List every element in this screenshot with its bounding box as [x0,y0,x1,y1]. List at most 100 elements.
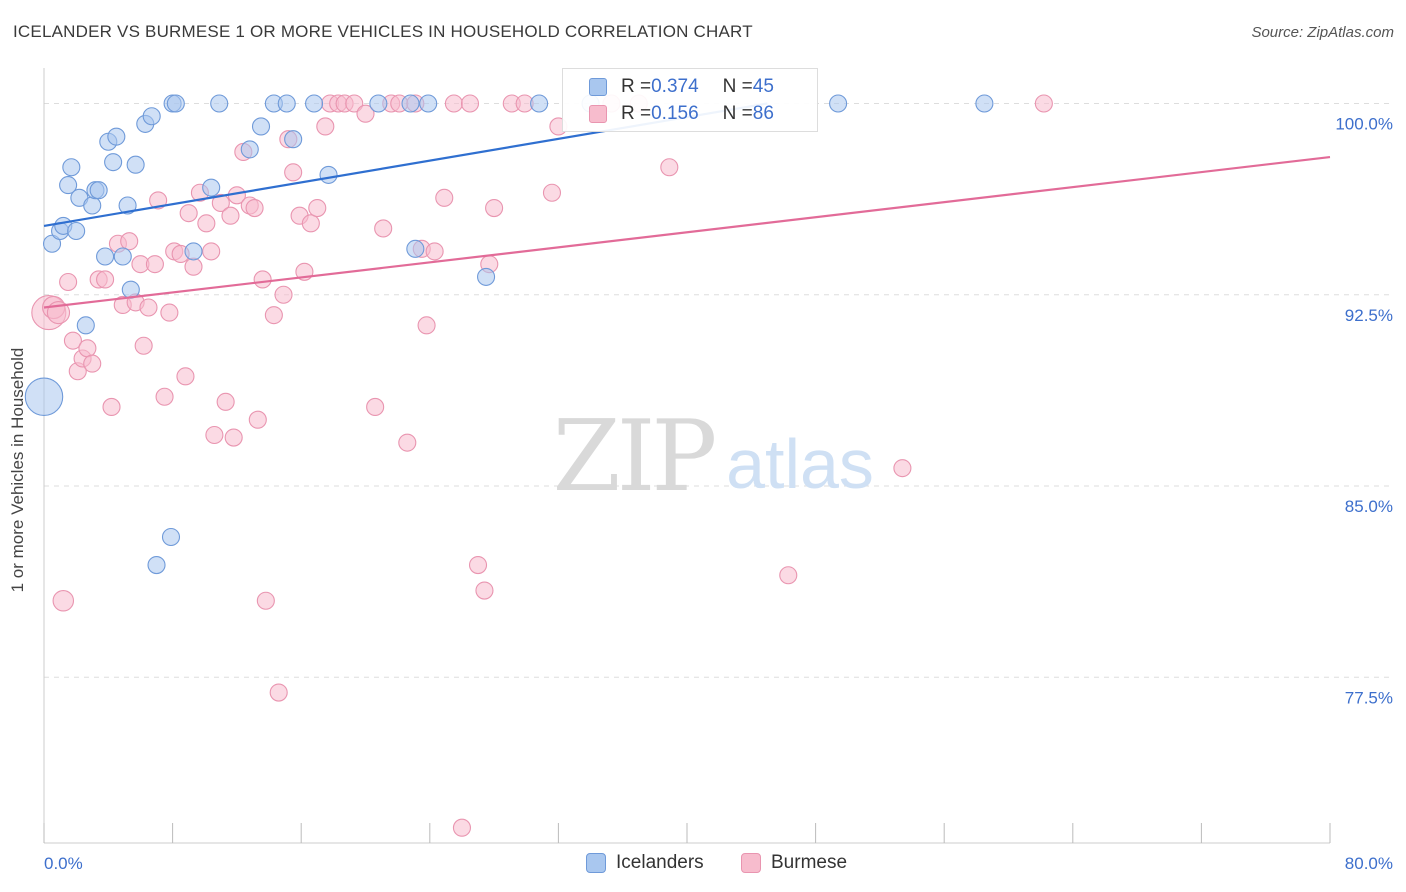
burmese-point [269,683,288,702]
burmese-point [96,270,115,289]
legend-swatch-icelanders [589,78,607,96]
icelander-point [419,94,438,113]
icelander-point [166,94,185,113]
burmese-point [78,339,97,358]
icelander-point [251,117,271,136]
burmese-point [176,367,195,386]
legend-n-value-icelanders: 45 [752,76,774,97]
icelander-point [530,94,549,113]
correlation-legend: R = 0.374 N = 45 R = 0.156 N = 86 [562,68,818,132]
y-tick-label: 85.0% [1345,497,1393,516]
burmese-point [83,354,102,373]
burmese-point [149,191,168,210]
icelander-point [477,267,496,286]
burmese-point [274,285,293,304]
icelander-point [829,94,848,113]
icelander-point [42,234,62,253]
burmese-point [63,331,82,350]
burmese-point [542,183,562,202]
icelander-point [89,181,108,200]
bottom-swatch-icelanders [586,853,606,873]
burmese-point [356,104,375,123]
watermark-atlas: atlas [726,425,874,503]
icelander-point [83,196,102,215]
burmese-point [224,428,243,447]
bottom-legend-label-burmese: Burmese [771,852,848,873]
icelander-point [67,221,86,241]
burmese-points [31,94,1053,837]
icelander-point [118,196,137,215]
y-tick-label: 77.5% [1345,688,1393,707]
legend-n-value-burmese: 86 [752,103,774,124]
burmese-point [345,94,364,113]
grid-lines [44,103,1393,678]
burmese-point [435,188,454,207]
burmese-point [211,193,230,212]
icelander-point [240,140,259,159]
axes [43,68,1331,844]
burmese-point [264,306,283,325]
burmese-point [452,818,472,837]
legend-r-value-icelanders: 0.374 [651,76,699,97]
icelander-point [319,165,338,184]
icelander-point [24,377,64,416]
burmese-point [139,298,158,317]
legend-n-label: N = [722,76,753,97]
icelander-point [76,316,95,335]
legend-row-icelanders: R = 0.374 N = 45 [589,75,774,99]
legend-r-value-burmese: 0.156 [651,103,699,124]
chart-title: ICELANDER VS BURMESE 1 OR MORE VEHICLES … [13,22,753,41]
burmese-point [316,117,335,136]
bottom-legend-icelanders: Icelanders [586,852,704,874]
burmese-point [779,566,798,585]
x-tick-label-min: 0.0% [44,854,83,873]
icelander-point [975,94,994,113]
y-axis-label: 1 or more Vehicles in Household [8,347,27,593]
icelander-point [406,239,425,258]
burmese-point [216,392,235,411]
burmese-point [120,232,139,251]
icelander-point [59,176,78,195]
burmese-point [284,163,303,182]
icelander-point [147,555,166,575]
trendlines [43,102,1331,309]
burmese-point [475,581,494,600]
burmese-point [468,555,488,575]
burmese-point [398,433,417,452]
icelander-point [161,527,181,547]
y-tick-label: 100.0% [1335,115,1393,134]
burmese-point [197,214,216,233]
y-tick-label: 92.5% [1345,306,1393,325]
burmese-point [184,257,203,276]
icelander-point [284,130,303,149]
burmese-point [221,206,240,225]
burmese-point [301,214,320,233]
icelander-point [184,242,203,261]
watermark: ZIP atlas [553,400,874,514]
burmese-trendline [43,155,1331,309]
icelander-points [24,94,994,575]
burmese-point [245,199,264,218]
burmese-point [160,303,179,322]
burmese-point [366,397,385,417]
burmese-point [102,397,121,417]
icelander-point [305,94,324,113]
burmese-point [460,94,480,113]
legend-n-label: N = [722,103,753,124]
icelander-point [202,178,221,197]
burmese-point [485,199,504,218]
legend-row-burmese: R = 0.156 N = 86 [589,102,774,126]
burmese-point [145,255,164,274]
burmese-point [308,199,327,218]
burmese-point [179,204,198,223]
icelander-point [107,127,126,146]
icelander-point [126,155,145,174]
burmese-point [205,425,224,445]
bottom-swatch-burmese [741,853,761,873]
icelander-point [62,158,81,177]
burmese-point [417,316,436,335]
burmese-point [155,387,174,406]
legend-swatch-burmese [589,105,607,123]
icelander-point [104,153,123,172]
legend-r-label: R = [621,76,652,97]
